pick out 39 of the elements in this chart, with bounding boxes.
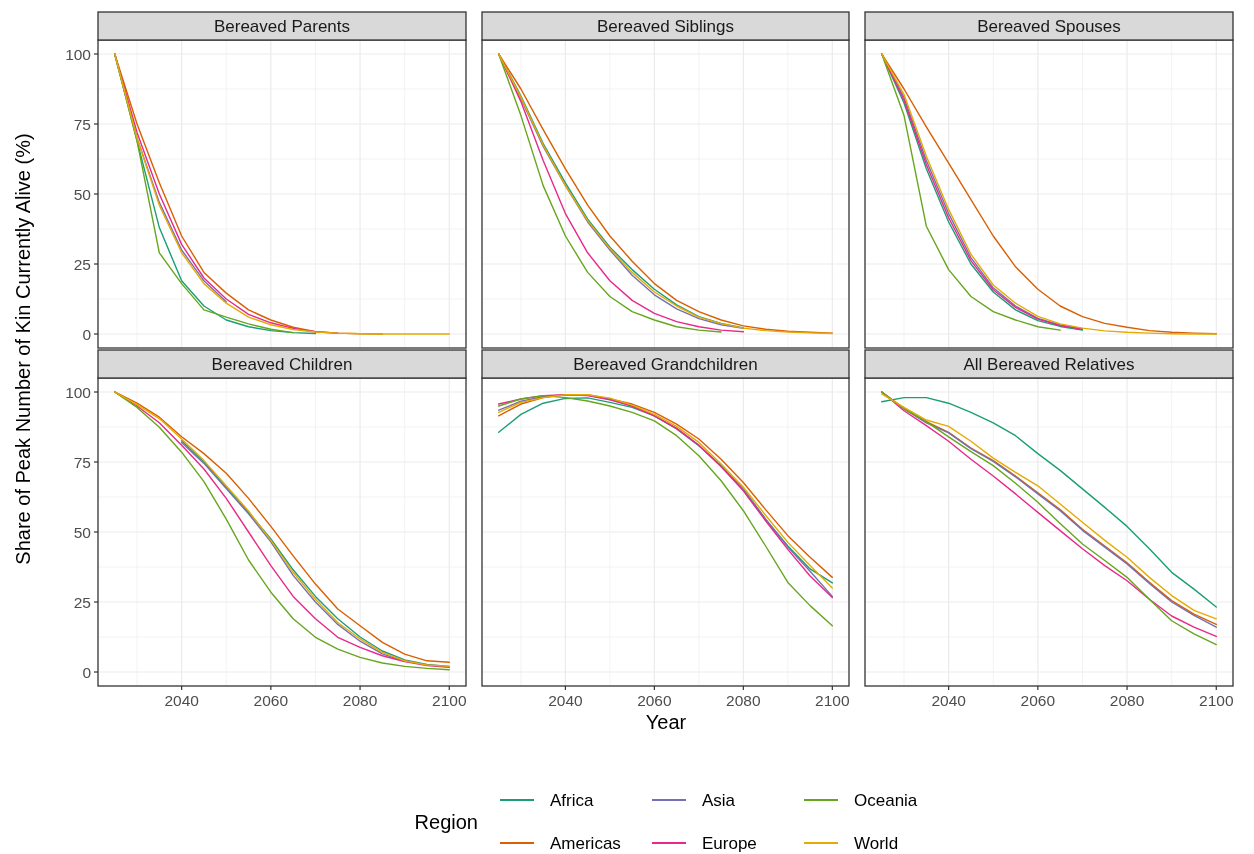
legend-label: Africa — [550, 791, 594, 810]
x-tick-label: 2100 — [815, 692, 850, 709]
chart-title: Bereaved Parents — [213, 17, 351, 36]
y-tick-label: 25 — [73, 593, 91, 611]
y-tick-label: 0 — [82, 663, 92, 681]
x-tick-label: 2080 — [342, 692, 378, 709]
x-tick-label: 2040 — [164, 692, 200, 709]
chart-title: Bereaved Siblings — [596, 17, 735, 36]
y-tick-label: 50 — [73, 523, 92, 541]
y-tick-label: 0 — [82, 325, 92, 343]
chart-title: All Bereaved Relatives — [963, 355, 1135, 374]
chart-title: Bereaved Spouses — [977, 17, 1121, 36]
legend-label: Asia — [702, 791, 736, 810]
x-tick-label: 2060 — [1020, 692, 1056, 709]
legend-label: Americas — [550, 834, 621, 853]
y-tick-label: 25 — [73, 255, 91, 273]
legend-label: World — [854, 834, 899, 853]
y-tick-label: 100 — [65, 383, 92, 401]
x-tick-label: 2040 — [548, 692, 584, 709]
y-tick-label: 75 — [73, 453, 91, 471]
x-tick-label: 2100 — [432, 692, 467, 709]
x-axis-title: Year — [645, 711, 687, 733]
x-tick-label: 2100 — [1199, 692, 1234, 709]
legend-title: Region — [414, 811, 478, 833]
legend-label: Europe — [702, 834, 757, 853]
x-tick-label: 2040 — [931, 692, 967, 709]
y-tick-label: 50 — [73, 185, 92, 203]
line-series — [114, 53, 450, 335]
x-tick-label: 2080 — [726, 692, 761, 709]
y-axis-title: Share of Peak Number of Kin Currently Alive (%) — [12, 133, 34, 565]
y-tick-label: 100 — [65, 45, 92, 63]
chart-title: Bereaved Grandchildren — [573, 355, 758, 374]
line-series — [180, 440, 450, 668]
x-tick-label: 2080 — [1109, 692, 1145, 709]
y-tick-label: 75 — [73, 115, 91, 133]
legend-label: Oceania — [854, 791, 918, 810]
chart-title: Bereaved Children — [211, 355, 353, 374]
x-tick-label: 2060 — [253, 692, 289, 709]
x-tick-label: 2060 — [637, 692, 672, 709]
